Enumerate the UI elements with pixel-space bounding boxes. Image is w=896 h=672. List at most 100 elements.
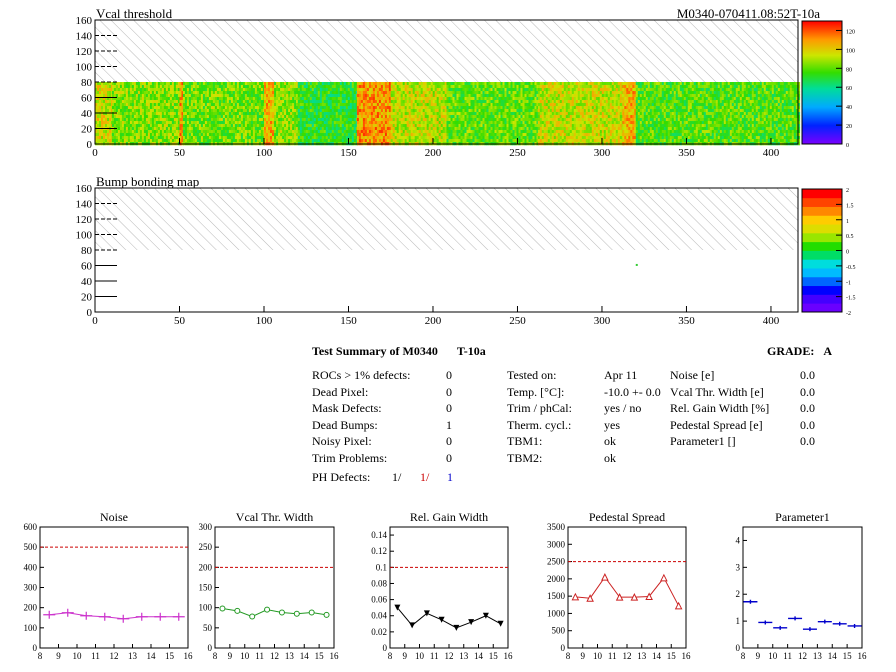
map1-cell bbox=[478, 124, 481, 128]
map1-cell bbox=[119, 136, 123, 140]
map1-cell bbox=[119, 127, 123, 131]
map1-cell bbox=[294, 127, 297, 131]
map1-cell bbox=[313, 124, 317, 128]
map1-cell bbox=[368, 97, 372, 101]
map1-cell bbox=[163, 82, 167, 86]
map1-cell bbox=[323, 115, 327, 119]
map1-cell bbox=[167, 109, 171, 113]
map1-cell bbox=[549, 82, 553, 86]
map1-cell bbox=[543, 127, 547, 131]
map1-cell bbox=[530, 103, 533, 107]
map1-cell bbox=[157, 127, 161, 131]
map1-cell bbox=[524, 115, 527, 119]
map1-cell bbox=[402, 82, 405, 86]
map1-cell bbox=[190, 127, 194, 131]
map1-cell bbox=[551, 130, 555, 134]
map1-cell bbox=[450, 109, 453, 113]
map1-cell bbox=[408, 88, 411, 92]
map1-cell bbox=[292, 106, 295, 110]
map1-cell bbox=[294, 103, 297, 107]
map1-cell bbox=[530, 112, 533, 116]
map1-cell bbox=[127, 115, 131, 119]
map1-cell bbox=[123, 91, 127, 95]
map1-cell bbox=[99, 94, 102, 98]
map1-cell bbox=[230, 124, 234, 128]
map1-cell bbox=[244, 124, 248, 128]
map1-cell bbox=[547, 85, 551, 89]
map1-cell bbox=[177, 88, 181, 92]
map1-cell bbox=[115, 130, 119, 134]
map1-cell bbox=[482, 130, 485, 134]
map1-cell bbox=[149, 118, 153, 122]
map1-cell bbox=[386, 112, 390, 116]
map1-cell bbox=[345, 112, 349, 116]
map1-cell bbox=[182, 115, 186, 119]
map1-cell bbox=[520, 136, 523, 140]
map1-cell bbox=[456, 121, 459, 125]
map1-cell bbox=[420, 88, 423, 92]
map1-cell bbox=[480, 103, 483, 107]
map1-cell bbox=[496, 124, 499, 128]
map1-cell bbox=[175, 103, 179, 107]
map1-cell bbox=[504, 133, 507, 137]
map1-cell bbox=[398, 106, 401, 110]
map1-cell bbox=[422, 121, 425, 125]
map1-cell bbox=[541, 115, 545, 119]
map1-cell bbox=[234, 94, 238, 98]
map1-cell bbox=[266, 109, 269, 113]
map1-cell bbox=[297, 130, 301, 134]
map1-cell bbox=[458, 103, 461, 107]
map1-cell bbox=[522, 97, 525, 101]
map1-cell bbox=[179, 103, 182, 107]
map1-cell bbox=[321, 94, 325, 98]
map1-cell bbox=[364, 130, 368, 134]
map1-cell bbox=[412, 124, 415, 128]
map1-cell bbox=[492, 103, 495, 107]
map1-cell bbox=[280, 124, 283, 128]
map1-cell bbox=[420, 109, 423, 113]
map1-cell bbox=[212, 106, 216, 110]
map1-cell bbox=[428, 88, 431, 92]
map1-cell bbox=[238, 127, 242, 131]
map1-cell bbox=[224, 88, 228, 92]
map1-cell bbox=[504, 88, 507, 92]
map1-cell bbox=[456, 82, 459, 86]
map1-cell bbox=[394, 115, 397, 119]
map1-cell bbox=[496, 136, 499, 140]
map1-cell bbox=[396, 136, 399, 140]
map1-cell bbox=[486, 124, 489, 128]
map1-cell bbox=[125, 124, 129, 128]
map1-cell bbox=[242, 118, 246, 122]
map1-cell bbox=[416, 121, 419, 125]
map1-cell bbox=[181, 133, 184, 137]
map1-cell bbox=[99, 115, 102, 119]
map1-cell bbox=[438, 88, 441, 92]
map1-cell bbox=[545, 121, 549, 125]
map1-cell bbox=[292, 133, 295, 137]
map1-cell bbox=[290, 139, 293, 143]
map1-cell bbox=[141, 88, 145, 92]
map1-cell bbox=[561, 106, 565, 110]
map1-cell bbox=[424, 85, 427, 89]
map1-cell bbox=[208, 85, 212, 89]
map1-cell bbox=[522, 112, 525, 116]
map1-cell bbox=[356, 133, 360, 137]
map1-cell bbox=[414, 121, 417, 125]
map1-cell bbox=[464, 82, 467, 86]
map1-cell bbox=[458, 127, 461, 131]
map1-cell bbox=[370, 88, 374, 92]
map1-cell bbox=[107, 124, 110, 128]
map1-cell bbox=[296, 88, 299, 92]
map1-cell bbox=[157, 97, 161, 101]
map1-cell bbox=[133, 115, 137, 119]
map1-cell bbox=[484, 139, 487, 143]
map1-cell bbox=[99, 130, 102, 134]
map1-cell bbox=[532, 124, 535, 128]
map1-cell bbox=[296, 118, 299, 122]
map1-cell bbox=[280, 97, 283, 101]
map1-cell bbox=[266, 139, 269, 143]
map1-cell bbox=[456, 94, 459, 98]
map1-cell bbox=[432, 103, 435, 107]
map1-cell bbox=[218, 127, 222, 131]
map1-cell bbox=[329, 115, 333, 119]
